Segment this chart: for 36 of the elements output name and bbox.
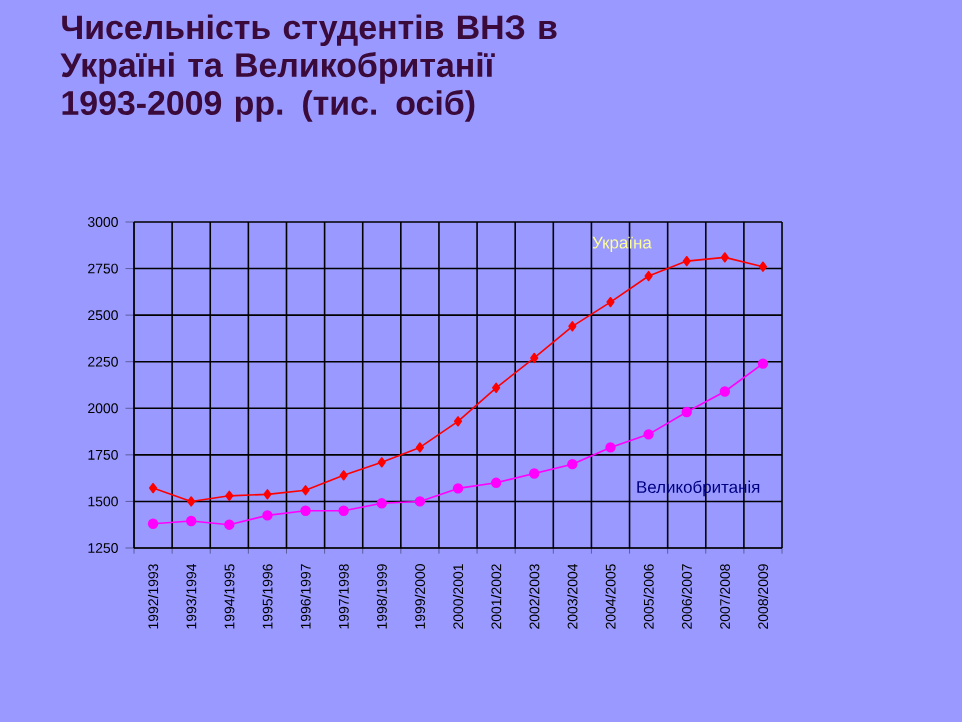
point xyxy=(605,442,616,453)
chart-subtitle: 1993-2009 рр. (тис. осіб) xyxy=(62,89,475,122)
point xyxy=(339,470,348,481)
point xyxy=(682,255,691,267)
point xyxy=(300,505,311,516)
point xyxy=(301,485,310,496)
point xyxy=(720,252,729,263)
point xyxy=(719,386,731,397)
point xyxy=(681,406,692,418)
point xyxy=(492,382,501,393)
point xyxy=(567,458,578,470)
point xyxy=(757,358,769,369)
point xyxy=(453,416,463,427)
point xyxy=(568,321,577,332)
point xyxy=(263,489,272,500)
point xyxy=(606,296,615,308)
point xyxy=(530,352,539,364)
point xyxy=(187,496,196,507)
point xyxy=(148,482,158,494)
chart-title: Чисельність студентів ВНЗ в Україні та Великобританії xyxy=(60,14,557,84)
point xyxy=(758,261,768,272)
point xyxy=(529,468,540,479)
point xyxy=(644,270,653,282)
point xyxy=(415,442,424,453)
point xyxy=(377,457,386,468)
point xyxy=(643,429,654,440)
point xyxy=(414,496,426,507)
point xyxy=(225,490,234,502)
point xyxy=(338,505,349,516)
point xyxy=(376,498,387,509)
point xyxy=(224,519,235,530)
point xyxy=(147,518,159,529)
point xyxy=(262,510,273,521)
point xyxy=(186,515,197,527)
point xyxy=(452,483,464,494)
point xyxy=(490,477,502,488)
